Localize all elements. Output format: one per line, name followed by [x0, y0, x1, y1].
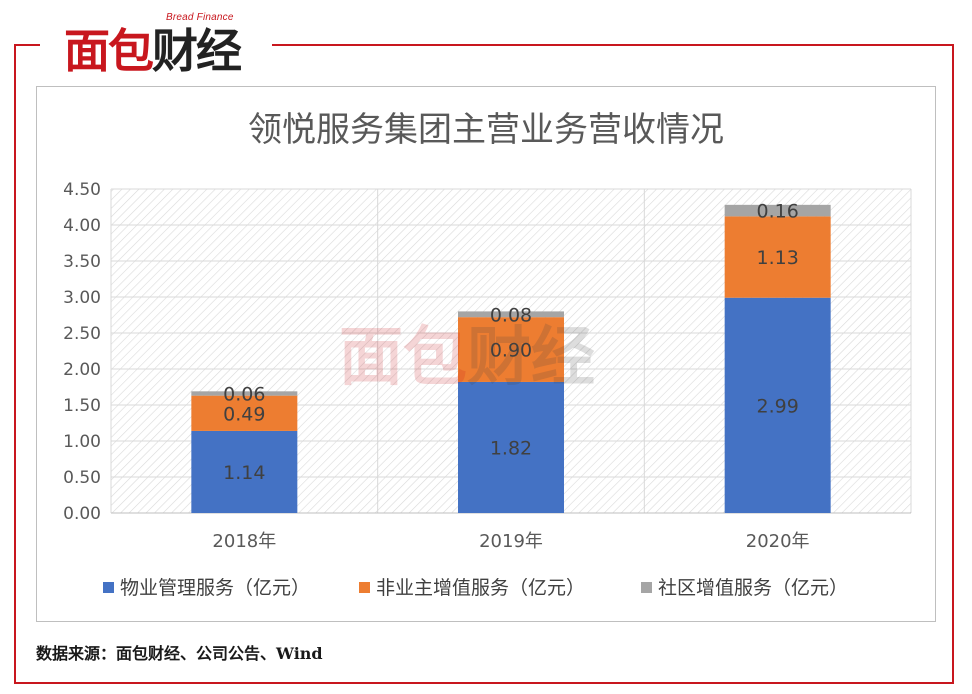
data-labels: 1.14 0.490.06 1.82 0.90 0.08 2.99 1.13 0.16	[223, 201, 799, 484]
legend: 物业管理服务（亿元） 非业主增值服务（亿元） 社区增值服务（亿元）	[103, 577, 848, 599]
legend-label: 物业管理服务（亿元）	[120, 577, 310, 599]
bar-segment	[191, 391, 298, 396]
frame-gap	[40, 40, 272, 50]
y-tick-label: 0.00	[63, 504, 101, 524]
legend-swatch	[641, 582, 652, 593]
y-tick-label: 1.00	[63, 432, 101, 452]
bar-segment	[458, 311, 564, 318]
logo-chinese-text: 面包财经	[64, 24, 242, 78]
y-tick-label: 0.50	[63, 468, 101, 488]
watermark-dark: 财经	[467, 321, 595, 395]
bar-segment	[191, 395, 298, 431]
data-label: 0.90	[490, 340, 532, 362]
y-tick-label: 2.50	[63, 324, 101, 344]
y-tick-label: 3.00	[63, 288, 101, 308]
data-label: 2.99	[757, 395, 799, 417]
legend-swatch	[103, 582, 114, 593]
data-label: 0.49	[223, 403, 265, 425]
x-tick-label: 2020年	[746, 531, 810, 552]
brand-logo: Bread Finance 面包财经	[60, 10, 270, 82]
source-note: 数据来源：面包财经、公司公告、Wind	[36, 644, 323, 663]
bars	[191, 204, 831, 513]
bar-segment	[458, 317, 564, 382]
axes: 0.00 0.50 1.00 1.50 2.00 2.50 3.00 3.50 4.00 4.50…	[63, 180, 911, 552]
frame-border	[14, 44, 954, 684]
bar-segment	[458, 381, 564, 513]
legend-swatch	[359, 582, 370, 593]
watermark: 面包	[339, 321, 467, 395]
y-tick-label: 2.00	[63, 360, 101, 380]
data-label: 1.82	[490, 437, 532, 459]
bar-segment	[724, 297, 831, 513]
bar-segment	[724, 216, 831, 298]
y-tick-label: 4.50	[63, 180, 101, 200]
bar-segment	[191, 430, 298, 513]
legend-label: 社区增值服务（亿元）	[658, 577, 848, 599]
stacked-bar-chart: 领悦服务集团主营业务营收情况 0.00 0.50 1.00 1.50 2.00 2.50 3…	[63, 110, 912, 599]
data-label: 0.06	[223, 383, 265, 405]
chart-container: 领悦服务集团主营业务营收情况 0.00 0.50 1.00 1.50 2.00 2.50 3…	[36, 86, 936, 622]
x-tick-label: 2018年	[212, 531, 276, 552]
y-tick-label: 1.50	[63, 396, 101, 416]
x-tick-label: 2019年	[479, 531, 543, 552]
legend-label: 非业主增值服务（亿元）	[376, 577, 585, 599]
data-label: 0.16	[757, 201, 799, 223]
chart-title: 领悦服务集团主营业务营收情况	[248, 110, 724, 150]
data-label: 1.14	[223, 462, 265, 484]
y-tick-label: 3.50	[63, 252, 101, 272]
y-tick-label: 4.00	[63, 216, 101, 236]
data-label: 1.13	[757, 247, 799, 269]
data-label: 0.08	[490, 304, 532, 326]
logo-red-part: 面包	[64, 24, 154, 78]
logo-dark-part: 财经	[152, 24, 242, 78]
bar-segment	[724, 204, 831, 217]
logo-english-text: Bread Finance	[166, 12, 234, 23]
